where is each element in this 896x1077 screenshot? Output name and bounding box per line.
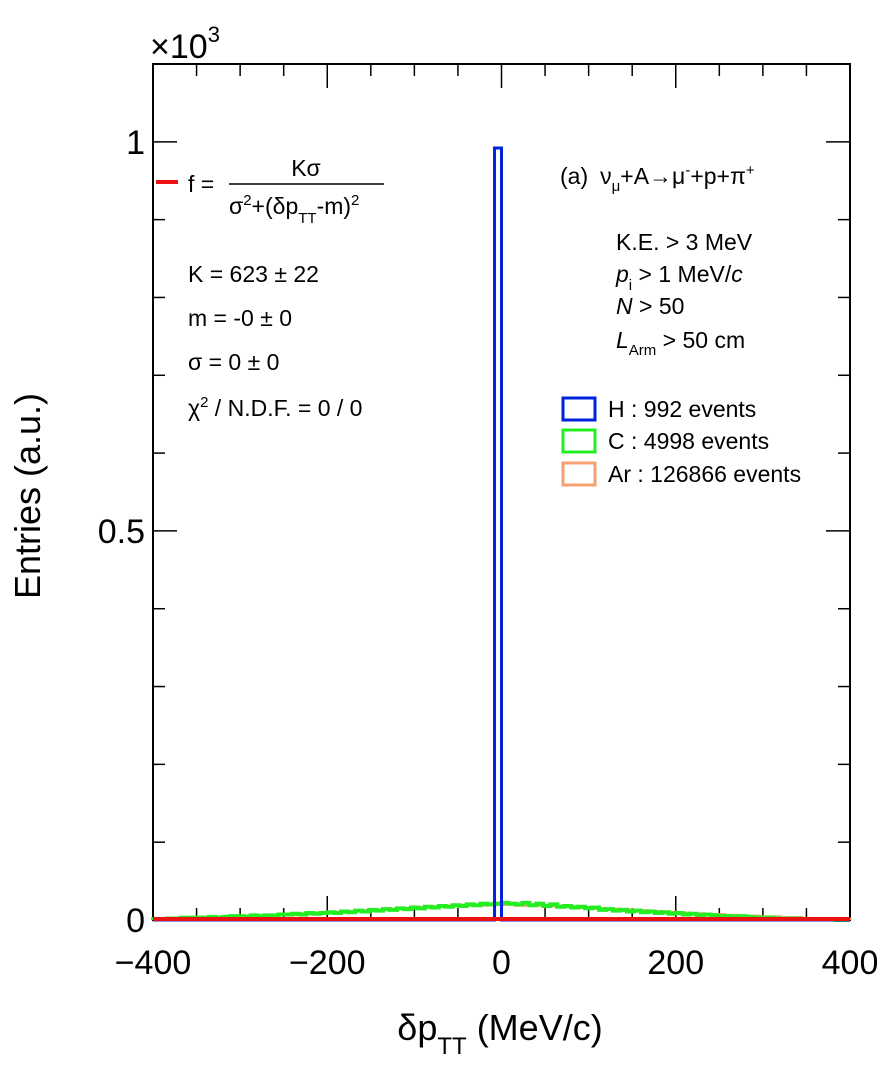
x-tick-label: 400	[822, 944, 879, 982]
legend-label-h: H : 992 events	[608, 396, 756, 422]
fit-param-m: m = -0 ± 0	[188, 305, 292, 331]
tick-labels: −400 −200 0 200 400 0 0.5 1	[98, 124, 879, 982]
fit-param-sigma: σ = 0 ± 0	[188, 349, 279, 375]
cut-ke: K.E. > 3 MeV	[616, 229, 753, 255]
fit-chi2: χ2 / N.D.F. = 0 / 0	[188, 394, 362, 421]
fit-formula-box: f = Kσ σ2+(δpTT-m)2 K = 623 ± 22 m = -0 …	[156, 155, 384, 421]
legend-label-c: C : 4998 events	[608, 428, 769, 454]
fit-f-label: f =	[188, 171, 214, 197]
legend-label-ar: Ar : 126866 events	[608, 461, 801, 487]
legend-swatch-ar	[561, 461, 597, 487]
x-axis-title: δpTT (MeV/c)	[397, 1007, 602, 1060]
x-tick-label: 200	[647, 944, 704, 982]
reaction-label: (a) νμ+A→μ-+p+π+	[560, 162, 755, 195]
y-multiplier: ×103	[150, 22, 220, 66]
fit-denominator: σ2+(δpTT-m)2	[229, 192, 359, 227]
y-tick-label: 0	[126, 902, 145, 940]
y-tick-label: 0.5	[98, 513, 145, 551]
cut-p: pi > 1 MeV/c	[615, 261, 743, 294]
legend-swatch-c	[561, 428, 597, 454]
y-tick-label: 1	[126, 124, 145, 162]
y-axis-title: Entries (a.u.)	[7, 393, 48, 599]
fit-param-K: K = 623 ± 22	[188, 261, 319, 287]
legend: H : 992 events C : 4998 events Ar : 1268…	[561, 396, 801, 487]
legend-swatch-h	[561, 396, 597, 422]
x-tick-label: −400	[115, 944, 192, 982]
cut-n: N > 50	[616, 293, 684, 319]
cut-larm: LArm > 50 cm	[616, 327, 745, 359]
x-tick-label: −200	[289, 944, 366, 982]
fit-numerator: Kσ	[291, 155, 321, 181]
selection-cuts: K.E. > 3 MeV pi > 1 MeV/c N > 50 LArm > …	[615, 229, 753, 359]
x-tick-label: 0	[492, 944, 511, 982]
